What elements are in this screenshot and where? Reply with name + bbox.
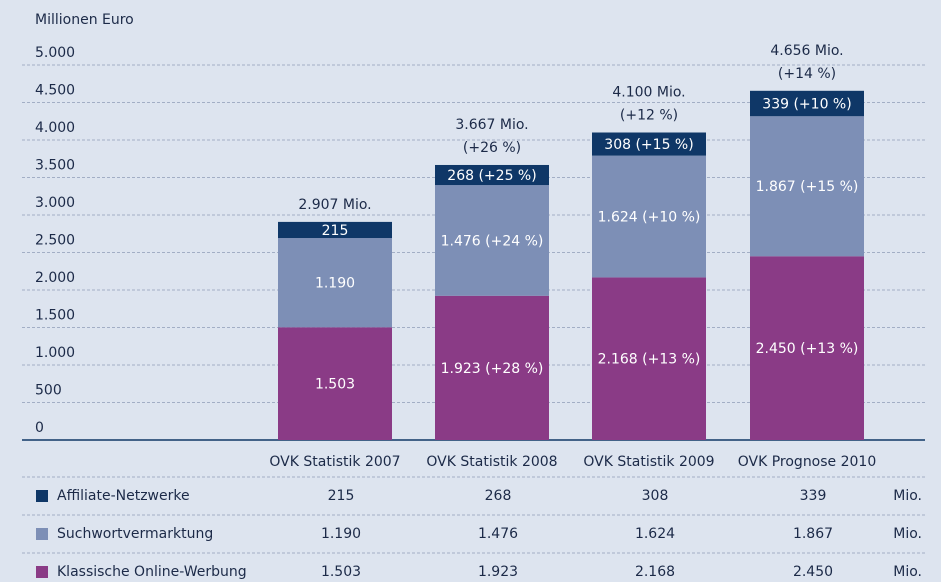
table-unit: Mio. [893,564,922,580]
y-tick-label: 3.500 [35,158,75,174]
y-tick-label: 2.500 [35,233,75,249]
segment-label: 215 [322,223,349,239]
total-growth: (+26 %) [463,140,521,156]
table-value: 2.450 [793,564,833,580]
legend-label: Affiliate-Netzwerke [57,488,190,504]
table-value: 1.867 [793,526,833,542]
bar-segment [278,221,392,239]
bar-segment [750,90,864,117]
total-label: 4.100 Mio. [612,85,685,101]
table-value: 308 [642,488,669,504]
table-value: 1.503 [321,564,361,580]
x-tick-label: OVK Statistik 2007 [269,454,400,470]
bar-segment [435,164,549,186]
bar-segment [278,238,392,328]
legend-swatch [36,566,48,578]
total-growth: (+14 %) [778,66,836,82]
legend-swatch [36,528,48,540]
legend-swatch [36,490,48,502]
bar-segment [278,327,392,440]
table-value: 268 [485,488,512,504]
segment-label: 2.450 (+13 %) [756,341,859,357]
table-value: 1.923 [478,564,518,580]
bar-segment [435,295,549,440]
y-tick-label: 1.000 [35,345,75,361]
legend-label: Klassische Online-Werbung [57,564,247,580]
table-unit: Mio. [893,488,922,504]
table-value: 339 [800,488,827,504]
table-value: 1.624 [635,526,675,542]
total-label: 3.667 Mio. [455,117,528,133]
segment-label: 1.624 (+10 %) [598,210,701,226]
segment-label: 268 (+25 %) [447,168,536,184]
table-value: 215 [328,488,355,504]
segment-label: 1.503 [315,377,355,393]
y-tick-label: 1.500 [35,308,75,324]
segment-label: 308 (+15 %) [604,137,693,153]
y-tick-label: 2.000 [35,270,75,286]
total-label: 4.656 Mio. [770,43,843,59]
table-value: 1.476 [478,526,518,542]
bar-segment [435,185,549,296]
y-tick-label: 4.500 [35,83,75,99]
table-value: 1.190 [321,526,361,542]
x-tick-label: OVK Statistik 2008 [426,454,557,470]
segment-label: 1.867 (+15 %) [756,179,859,195]
legend-label: Suchwortvermarktung [57,526,213,542]
segment-label: 1.923 (+28 %) [441,361,544,377]
y-tick-label: 5.000 [35,45,75,61]
bar-segment [592,277,706,440]
bar-segment [750,256,864,440]
y-tick-label: 3.000 [35,195,75,211]
segment-label: 1.476 (+24 %) [441,233,544,249]
total-label: 2.907 Mio. [298,197,371,213]
y-tick-label: 4.000 [35,120,75,136]
y-axis-label: Millionen Euro [35,12,134,28]
bar-segment [592,155,706,278]
segment-label: 339 (+10 %) [762,97,851,113]
bar-segment [750,116,864,257]
table-value: 2.168 [635,564,675,580]
y-tick-label: 500 [35,383,62,399]
segment-label: 1.190 [315,276,355,292]
bar-segment [592,132,706,156]
x-tick-label: OVK Prognose 2010 [738,454,877,470]
table-unit: Mio. [893,526,922,542]
total-growth: (+12 %) [620,108,678,124]
y-tick-label: 0 [35,420,44,436]
segment-label: 2.168 (+13 %) [598,352,701,368]
x-tick-label: OVK Statistik 2009 [583,454,714,470]
